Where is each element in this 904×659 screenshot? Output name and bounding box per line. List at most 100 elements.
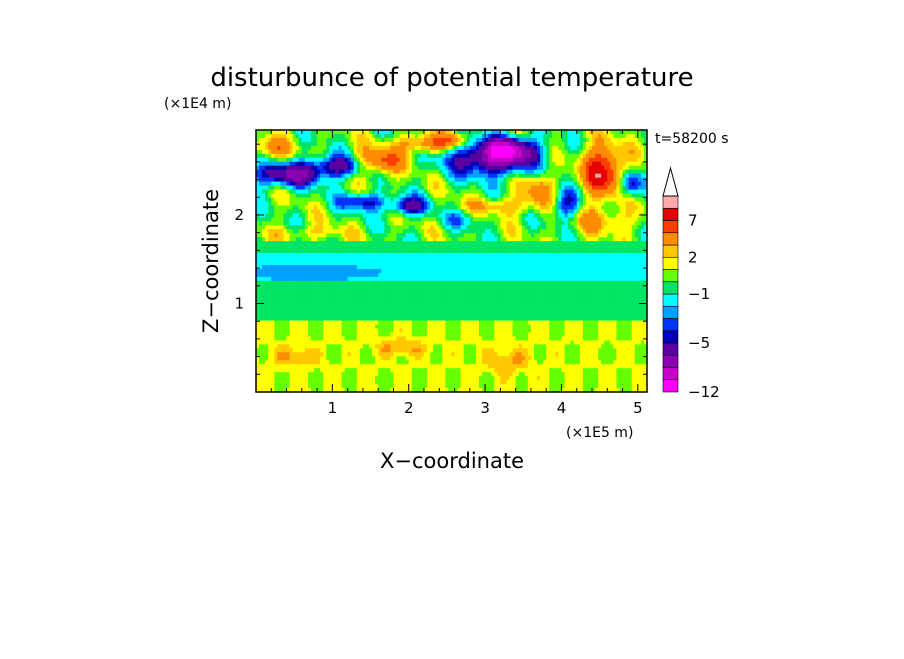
contour-cell	[341, 352, 345, 357]
contour-cell	[310, 364, 315, 369]
contour-cell	[466, 324, 471, 329]
contour-cell	[381, 388, 385, 393]
contour-cell	[384, 177, 388, 182]
contour-cell	[341, 221, 345, 226]
contour-cell	[271, 189, 275, 194]
contour-cell	[430, 169, 434, 174]
contour-cell	[286, 272, 290, 278]
contour-cell	[307, 225, 312, 230]
contour-cell	[439, 221, 443, 226]
contour-cell	[295, 241, 300, 246]
contour-cell	[274, 145, 278, 151]
contour-cell	[457, 161, 461, 167]
contour-cell	[277, 320, 281, 325]
contour-cell	[314, 209, 318, 214]
contour-cell	[369, 213, 373, 218]
contour-cell	[424, 364, 428, 369]
contour-cell	[271, 292, 275, 298]
contour-cell	[359, 161, 364, 167]
contour-cell	[436, 169, 440, 174]
contour-cell	[283, 185, 287, 190]
contour-cell	[460, 372, 465, 377]
contour-cell	[344, 376, 348, 381]
contour-cell	[332, 137, 336, 143]
contour-cell	[317, 328, 321, 333]
contour-cell	[417, 372, 422, 377]
contour-cell	[439, 169, 443, 174]
contour-cell	[448, 145, 452, 151]
contour-cell	[307, 324, 312, 329]
contour-cell	[259, 316, 263, 321]
contour-cell	[408, 384, 413, 389]
contour-cell	[478, 388, 483, 393]
contour-cell	[402, 261, 406, 266]
contour-cell	[478, 296, 483, 301]
contour-cell	[320, 173, 324, 178]
contour-cell	[259, 133, 263, 139]
contour-cell	[292, 300, 297, 305]
contour-cell	[365, 185, 370, 190]
contour-cell	[439, 296, 443, 301]
contour-cell	[475, 209, 480, 214]
contour-cell	[439, 177, 443, 182]
contour-cell	[436, 352, 440, 357]
contour-cell	[310, 209, 315, 214]
contour-cell	[320, 193, 324, 198]
contour-cell	[280, 177, 284, 182]
contour-cell	[289, 280, 293, 286]
contour-cell	[417, 225, 422, 230]
contour-cell	[436, 288, 440, 294]
contour-cell	[332, 201, 336, 206]
contour-cell	[436, 245, 440, 250]
contour-cell	[424, 292, 428, 298]
contour-cell	[433, 272, 437, 278]
contour-cell	[390, 348, 394, 353]
contour-cell	[344, 388, 348, 393]
contour-cell	[341, 217, 345, 222]
contour-cell	[338, 376, 342, 381]
contour-cell	[466, 253, 471, 258]
contour-cell	[338, 372, 342, 377]
contour-cell	[271, 153, 275, 159]
contour-cell	[475, 304, 480, 309]
contour-cell	[420, 284, 425, 290]
contour-cell	[304, 348, 309, 353]
contour-cell	[286, 249, 290, 254]
contour-cell	[469, 380, 474, 385]
contour-cell	[268, 237, 272, 242]
contour-cell	[485, 161, 489, 167]
contour-cell	[396, 364, 400, 369]
contour-cell	[320, 153, 324, 159]
contour-cell	[451, 137, 455, 143]
contour-cell	[436, 348, 440, 353]
contour-cell	[307, 261, 312, 266]
contour-cell	[372, 316, 376, 321]
contour-cell	[317, 229, 321, 234]
contour-cell	[317, 312, 321, 317]
contour-cell	[463, 181, 468, 186]
contour-cell	[417, 237, 422, 242]
contour-cell	[304, 225, 309, 230]
contour-cell	[256, 328, 260, 333]
contour-cell	[442, 149, 446, 155]
contour-cell	[292, 268, 297, 274]
contour-cell	[472, 288, 477, 294]
contour-cell	[332, 292, 336, 298]
contour-cell	[384, 161, 388, 167]
contour-cell	[472, 197, 477, 202]
contour-cell	[320, 292, 324, 298]
contour-cell	[344, 237, 348, 242]
contour-cell	[347, 157, 351, 163]
contour-cell	[399, 388, 403, 393]
contour-cell	[304, 237, 309, 242]
contour-cell	[436, 364, 440, 369]
contour-cell	[304, 130, 309, 135]
contour-cell	[451, 169, 455, 174]
contour-cell	[390, 344, 394, 349]
contour-cell	[463, 157, 468, 163]
contour-cell	[262, 308, 266, 313]
contour-cell	[307, 292, 312, 298]
contour-cell	[347, 261, 351, 266]
contour-cell	[390, 145, 394, 151]
contour-cell	[344, 320, 348, 325]
